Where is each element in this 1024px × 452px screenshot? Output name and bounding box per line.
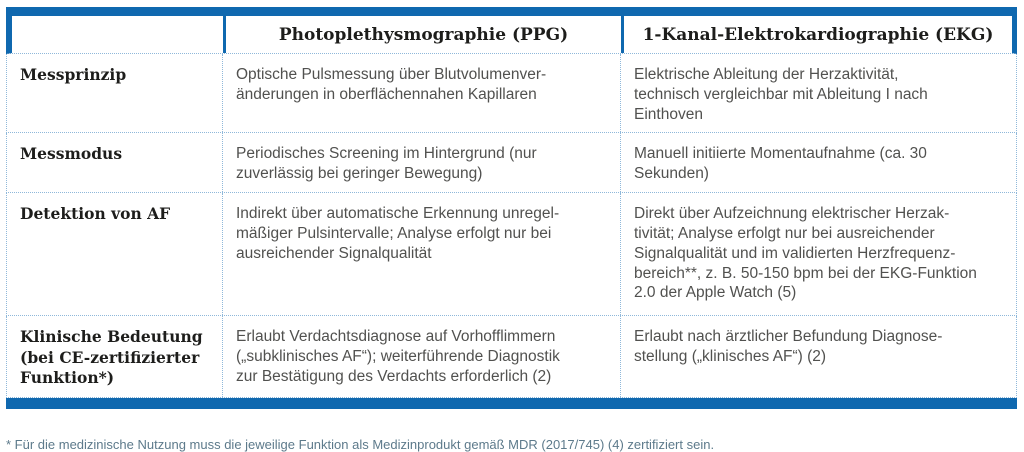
footnotes: * Für die medizinische Nutzung muss die … (6, 418, 1018, 452)
cell-ppg: Periodisches Screening im Hintergrund (n… (222, 133, 620, 193)
cell-ppg: Optische Pulsmessung über Blutvolumenver… (222, 54, 620, 133)
comparison-table: Photoplethysmographie (PPG) 1-Kanal-Elek… (6, 7, 1017, 409)
table-row-messprinzip: Messprinzip Optische Pulsmessung über Bl… (6, 54, 1017, 134)
cell-ekg: Erlaubt nach ärztlicher Befundung Diagno… (620, 316, 1016, 397)
row-label: Klinische Bedeutung (bei CE-zertifiziert… (20, 327, 203, 388)
cell-ekg: Elektrische Ableitung der Herzaktivität,… (620, 54, 1016, 133)
table-row-messmodus: Messmodus Periodisches Screening im Hint… (6, 133, 1017, 194)
footnote-1: * Für die medizinische Nutzung muss die … (6, 437, 715, 452)
column-header-ppg: Photoplethysmographie (PPG) (223, 16, 621, 53)
table-row-klinische-bedeutung: Klinische Bedeutung (bei CE-zertifiziert… (6, 316, 1017, 398)
table-row-detektion-von-af: Detektion von AF Indirekt über automatis… (6, 193, 1017, 317)
row-label: Detektion von AF (20, 204, 171, 224)
column-header-empty (12, 16, 223, 53)
bottom-border-bar (6, 397, 1017, 409)
row-label: Messmodus (20, 144, 123, 164)
cell-ppg: Erlaubt Verdachtsdiagnose auf Vorhofflim… (222, 316, 620, 397)
cell-ekg: Manuell initiierte Momentaufnahme (ca. 3… (620, 133, 1016, 193)
column-header-ekg: 1-Kanal-Elektrokardiographie (EKG) (621, 16, 1012, 53)
cell-ekg: Direkt über Aufzeichnung elektrischer He… (620, 193, 1016, 316)
table-header-row: Photoplethysmographie (PPG) 1-Kanal-Elek… (6, 16, 1017, 54)
cell-ppg: Indirekt über automatische Erkennung unr… (222, 193, 620, 316)
row-label: Messprinzip (20, 65, 127, 84)
